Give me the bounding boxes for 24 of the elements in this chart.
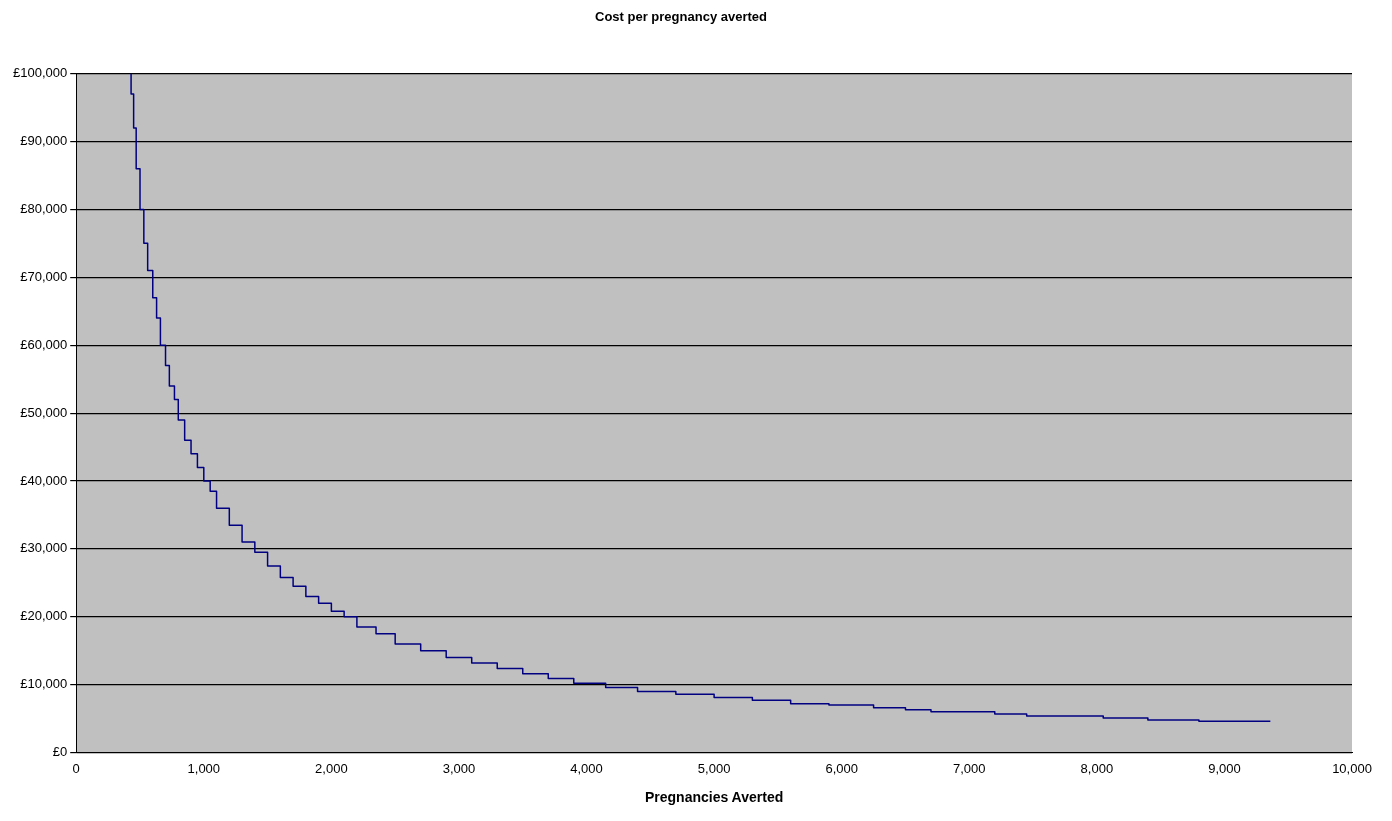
y-tick-label: £80,000	[20, 200, 68, 216]
x-axis-title: Pregnancies Averted	[644, 789, 784, 806]
x-tick-label: 6,000	[825, 760, 858, 776]
x-tick-label: 8,000	[1080, 760, 1114, 776]
x-tick-label: 1,000	[187, 760, 221, 776]
x-tick-label: 10,000	[1332, 760, 1372, 776]
y-tick-label: £90,000	[20, 133, 68, 149]
y-tick-label: £70,000	[20, 268, 68, 284]
y-tick-label: £10,000	[20, 676, 68, 692]
x-tick-label: 3,000	[442, 760, 476, 776]
x-tick-label: 7,000	[952, 760, 986, 776]
y-tick-label: £20,000	[20, 608, 68, 624]
y-tick-label: £60,000	[20, 336, 68, 352]
x-tick-label: 4,000	[570, 760, 603, 776]
x-tick-label: 0	[72, 760, 80, 776]
y-tick-label: £50,000	[20, 404, 68, 420]
y-tick-label: £30,000	[20, 540, 68, 556]
x-tick-label: 5,000	[697, 760, 731, 776]
x-tick-label: 9,000	[1208, 760, 1241, 776]
x-tick-label: 2,000	[315, 760, 348, 776]
y-tick-label: £100,000	[12, 65, 68, 81]
chart-title: Cost per pregnancy averted	[595, 9, 768, 25]
y-tick-label: £0	[52, 744, 68, 760]
y-tick-label: £40,000	[20, 472, 68, 488]
